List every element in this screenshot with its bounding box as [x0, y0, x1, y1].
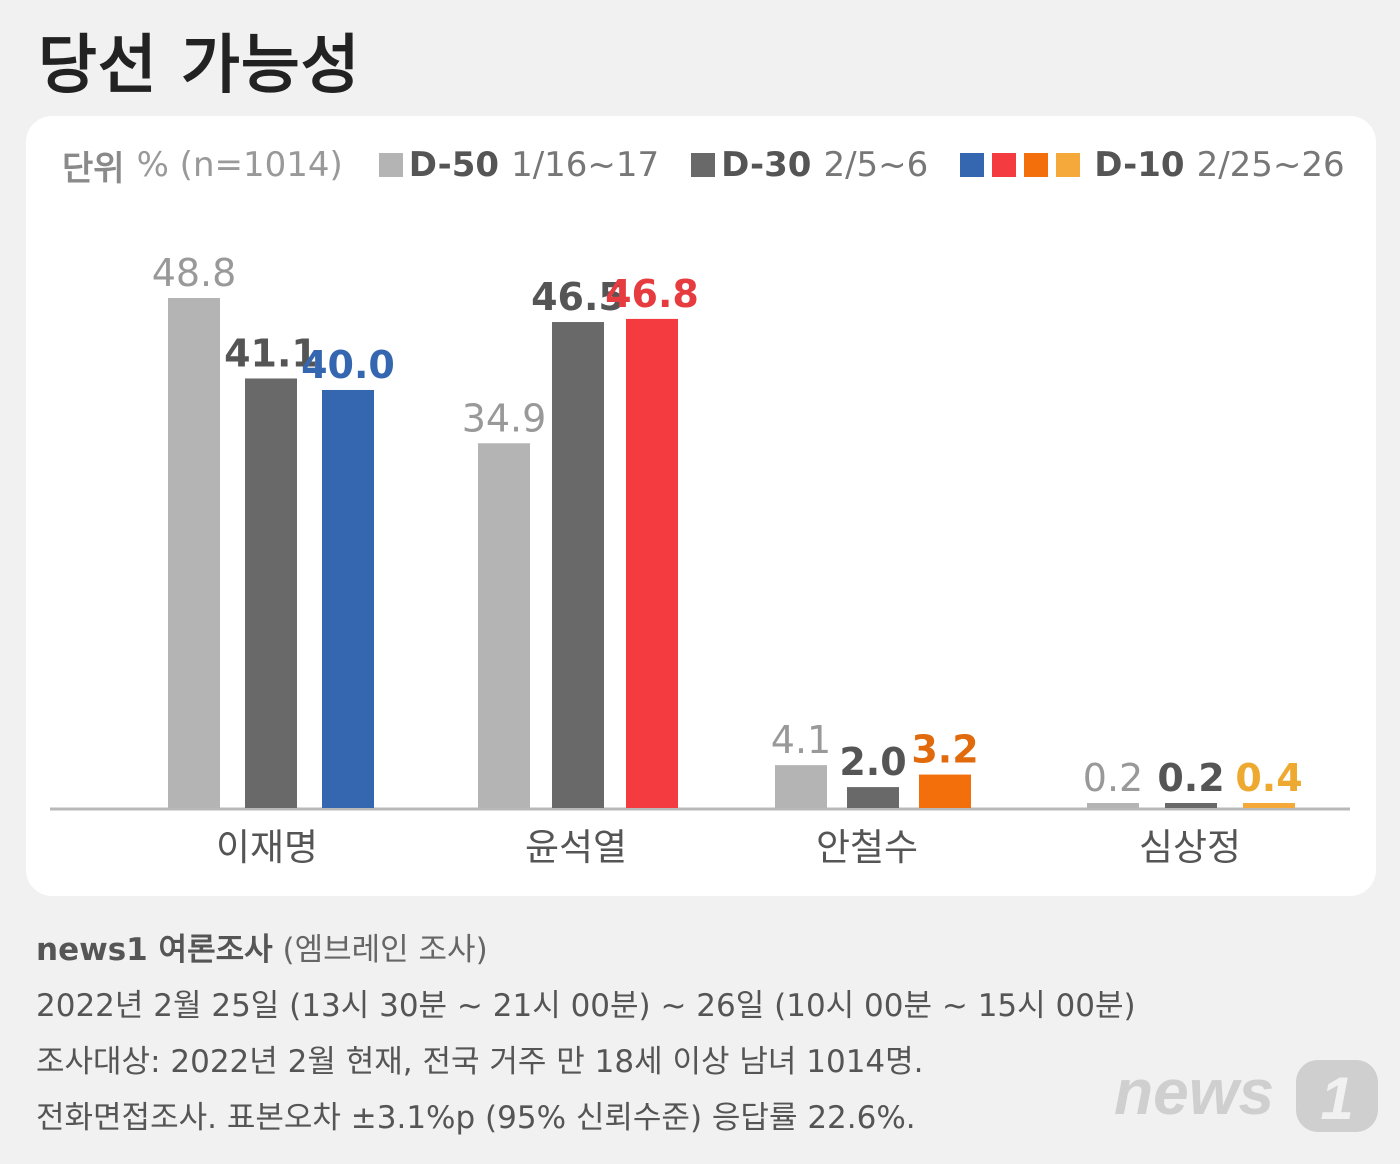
legend-item-d30: D-30 2/5~6 [691, 145, 928, 185]
footer-line-target: 조사대상: 2022년 2월 현재, 전국 거주 만 18세 이상 남녀 101… [36, 1044, 924, 1080]
bar-d-30-3 [1165, 803, 1217, 808]
bar-d-10-0 [322, 389, 374, 808]
bar-d-30-1 [552, 322, 604, 808]
logo-badge [1296, 1060, 1378, 1132]
legend-series-date: 2/5~6 [823, 145, 929, 185]
footer: news1 여론조사 (엠브레인 조사) 2022년 2월 25일 (13시 3… [36, 922, 1136, 1146]
logo-text: news [1114, 1056, 1274, 1128]
value-label: 46.5 [531, 275, 625, 319]
legend-swatch-d10-orange [1024, 153, 1049, 177]
footer-line-method: 전화면접조사. 표본오차 ±3.1%p (95% 신뢰수준) 응답률 22.6%… [36, 1100, 916, 1136]
legend-swatch-d50 [378, 153, 403, 177]
category-label: 이재명 [216, 826, 318, 869]
legend: 단위 % (n=1014) D-50 1/16~17 D-30 2/5~6 D-… [62, 140, 1352, 190]
value-label: 41.1 [224, 331, 318, 375]
footer-source: news1 여론조사 (엠브레인 조사) [36, 922, 1136, 978]
legend-swatch-d10-red [992, 153, 1017, 177]
source-name: news1 여론조사 [36, 932, 273, 968]
unit-value: % (n=1014) [136, 145, 343, 185]
unit-label: 단위 [62, 148, 125, 189]
value-label: 40.0 [301, 343, 395, 387]
value-label: 0.2 [1083, 756, 1143, 800]
footer-line-period: 2022년 2월 25일 (13시 30분 ~ 21시 00분) ~ 26일 (… [36, 988, 1136, 1024]
legend-swatch-d10-blue [960, 153, 985, 177]
bar-d-50-3 [1087, 803, 1139, 808]
category-label: 심상정 [1139, 826, 1241, 869]
legend-swatch-group-d10 [960, 153, 1081, 177]
value-label: 0.4 [1235, 756, 1302, 800]
legend-swatch-d30 [691, 153, 716, 177]
legend-swatch-d10-yellow [1056, 153, 1081, 177]
legend-series-date: 1/16~17 [511, 145, 660, 185]
logo-digit: 1 [1320, 1065, 1353, 1132]
category-label: 윤석열 [525, 826, 627, 869]
value-label: 4.1 [771, 718, 831, 762]
news1-logo: news 1 [1114, 1056, 1378, 1132]
source-org: (엠브레인 조사) [282, 932, 488, 968]
value-label: 34.9 [462, 396, 547, 440]
bar-d-30-2 [847, 787, 899, 808]
category-label: 안철수 [816, 826, 918, 869]
bar-d-50-2 [775, 765, 827, 808]
legend-series-name: D-10 [1094, 145, 1185, 185]
legend-series-name: D-30 [721, 145, 812, 185]
bar-d-10-2 [919, 774, 971, 808]
value-label: 2.0 [839, 740, 906, 784]
bar-d-50-0 [168, 298, 220, 808]
value-label: 48.8 [152, 251, 237, 295]
value-label: 46.8 [605, 272, 699, 316]
legend-item-d10: D-10 2/25~26 [960, 145, 1345, 185]
value-label: 3.2 [911, 728, 978, 772]
legend-series-date: 2/25~26 [1196, 145, 1345, 185]
chart-title: 당선 가능성 [38, 29, 361, 103]
value-label: 0.2 [1157, 756, 1224, 800]
legend-item-d50: D-50 1/16~17 [378, 145, 660, 185]
legend-series-name: D-50 [408, 145, 500, 185]
bar-d-30-0 [245, 378, 297, 808]
bar-d-10-3 [1243, 803, 1295, 808]
bar-d-10-1 [626, 318, 678, 808]
bar-d-50-1 [478, 443, 530, 808]
